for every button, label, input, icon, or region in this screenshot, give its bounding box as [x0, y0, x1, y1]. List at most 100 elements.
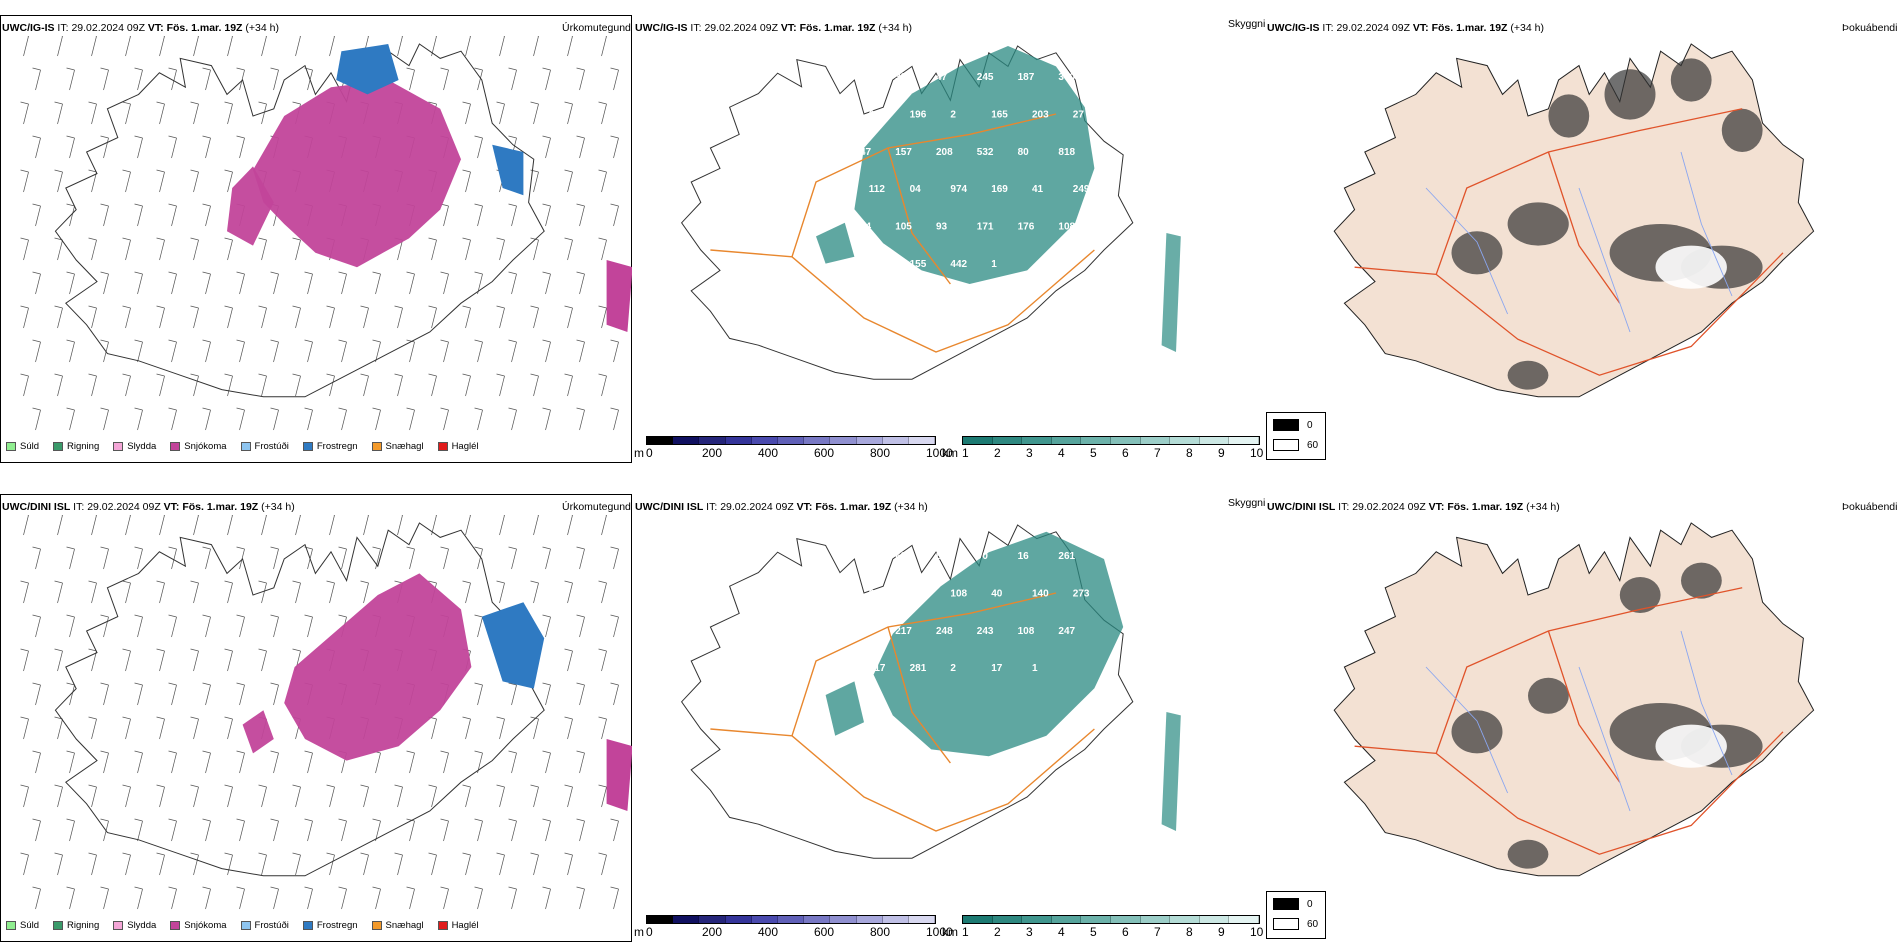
fog-legend: 0 60	[1266, 891, 1326, 939]
fog-swatch-60	[1273, 439, 1299, 451]
colorbar-tick: 5	[1090, 446, 1097, 460]
cloud-base-label: 27	[1073, 109, 1085, 120]
panel-header: UWC/IG-IS IT: 29.02.2024 09Z VT: Fös. 1.…	[1267, 22, 1544, 34]
colorbar-swatches	[962, 436, 1260, 445]
colorbar-unit: km	[942, 446, 958, 460]
precip-type-frame	[0, 15, 632, 463]
fog-swatch-60	[1273, 918, 1299, 930]
cloud-base-label: 1	[1032, 663, 1038, 674]
cloud-base-label: 624	[869, 109, 886, 120]
precip-legend-swatch	[170, 442, 181, 451]
cloud-base-label: 16	[1018, 551, 1030, 562]
precip-legend: Súld Rigning Slydda Snjókoma Frostúði Frostre…	[6, 920, 479, 931]
colorbar-tick: 200	[702, 925, 723, 939]
cloud-base-label: 140	[1032, 588, 1049, 599]
precip-legend-swatch	[240, 921, 251, 930]
precip-legend-item: Frostregn	[302, 920, 358, 931]
cloud-base-label: 243	[977, 626, 994, 637]
precip-legend-swatch	[170, 921, 181, 930]
colorbar-tick: 400	[758, 446, 779, 460]
precip-legend-item: Snjókoma	[170, 441, 227, 452]
precip-legend-label: Slydda	[127, 920, 157, 931]
cloud-base-label: 303	[854, 551, 871, 562]
precip-legend-label: Súld	[20, 920, 40, 931]
cloud-base-label: 187	[1018, 72, 1035, 83]
panel-header: UWC/IG-IS IT: 29.02.2024 09Z VT: Fös. 1.…	[635, 22, 912, 34]
cloud-base-label: 108	[1018, 626, 1035, 637]
precip-legend-item: Haglél	[437, 920, 479, 931]
precip-legend-item: Rigning	[53, 441, 99, 452]
colorbar-tick: 8	[1186, 925, 1193, 939]
cloud-base-label: 217	[869, 663, 886, 674]
colorbar-tick: 800	[870, 446, 891, 460]
cloud-base-label: 155	[910, 259, 927, 270]
precip-legend-swatch	[302, 442, 313, 451]
panel-header: UWC/IG-IS IT: 29.02.2024 09Z VT: Fös. 1.…	[2, 22, 279, 34]
cloud-base-label: 196	[910, 109, 927, 120]
precip-legend-label: Snæhagl	[385, 920, 424, 931]
colorbar-tick: 10	[1250, 925, 1264, 939]
cloud-base-label: 108	[1058, 222, 1075, 233]
cloud-base-label: 84	[936, 551, 948, 562]
cloud-base-label: 2	[950, 663, 956, 674]
precip-legend-swatch	[53, 442, 64, 451]
cloud-base-label: 273	[1073, 588, 1090, 599]
cloud-base-label: 253	[869, 588, 886, 599]
fog-map	[1333, 522, 1815, 877]
cloud-base-label: 249	[1073, 184, 1090, 195]
cloud-base-label: 631	[895, 551, 912, 562]
precip-legend-item: Snæhagl	[371, 441, 424, 452]
colorbar-tick: 9	[1218, 925, 1225, 939]
precip-legend-swatch	[371, 442, 382, 451]
panel-title-precip: Úrkomutegund	[562, 22, 631, 34]
fog-map	[1333, 43, 1815, 398]
cloud-base-label: 112	[869, 184, 886, 195]
cloud-base-label: 17	[991, 663, 1003, 674]
precip-legend-label: Frostregn	[316, 441, 358, 452]
precip-legend-swatch	[302, 921, 313, 930]
precip-legend-label: Snjókoma	[184, 920, 227, 931]
panel-title-precip: Úrkomutegund	[562, 501, 631, 513]
fog-swatch-0	[1273, 419, 1299, 431]
precip-legend-label: Snæhagl	[385, 441, 424, 452]
cloud-base-label: 169	[991, 184, 1008, 195]
precip-legend-swatch	[113, 921, 124, 930]
colorbar-tick: 4	[1058, 925, 1065, 939]
cloud-base-label: 320	[854, 72, 871, 83]
colorbar-tick: 600	[814, 925, 835, 939]
colorbar-tick: 6	[1122, 446, 1129, 460]
precip-legend-swatch	[113, 442, 124, 451]
colorbar-tick: 1000	[926, 446, 953, 460]
precip-legend-label: Rigning	[67, 920, 100, 931]
precip-legend: Súld Rigning Slydda Snjókoma Frostúði Frostre…	[6, 441, 479, 452]
panel-header: UWC/DINI ISL IT: 29.02.2024 09Z VT: Fös.…	[1267, 501, 1560, 513]
cloud-base-label: 157	[895, 147, 912, 158]
precip-legend-item: Súld	[6, 441, 39, 452]
cloud-base-label: 40	[991, 588, 1003, 599]
visibility-colorbar: km 1 2 3 4 5 6 7 8 9 10	[942, 915, 1264, 943]
cloud-base-label: 203	[1032, 109, 1049, 120]
precip-legend-item: Snæhagl	[371, 920, 424, 931]
colorbar-tick: 8	[1186, 446, 1193, 460]
cloud-base-label: 217	[895, 626, 912, 637]
colorbar-tick: 400	[758, 925, 779, 939]
cloud-base-label: 245	[977, 72, 994, 83]
precip-legend-label: Frostúði	[254, 441, 289, 452]
precip-legend-swatch	[6, 442, 16, 451]
colorbar-tick: 6	[1122, 925, 1129, 939]
cloud-base-label: 93	[936, 222, 948, 233]
precip-legend-label: Haglél	[451, 920, 479, 931]
precip-legend-label: Súld	[20, 441, 40, 452]
precip-legend-item: Frostregn	[302, 441, 358, 452]
cloud-base-label: 04	[910, 184, 922, 195]
precip-legend-label: Haglél	[451, 441, 479, 452]
cloud-base-label: 532	[977, 147, 994, 158]
cloud-base-label: 165	[991, 109, 1008, 120]
colorbar-tick: 9	[1218, 446, 1225, 460]
precip-legend-swatch	[53, 921, 64, 930]
cloud-base-label: 247	[1058, 626, 1075, 637]
cloudbase-colorbar: m 0 200 400 600 800 1000	[634, 915, 953, 943]
colorbar-unit: m	[634, 925, 644, 939]
panel-header: UWC/DINI ISL IT: 29.02.2024 09Z VT: Fös.…	[635, 501, 928, 513]
